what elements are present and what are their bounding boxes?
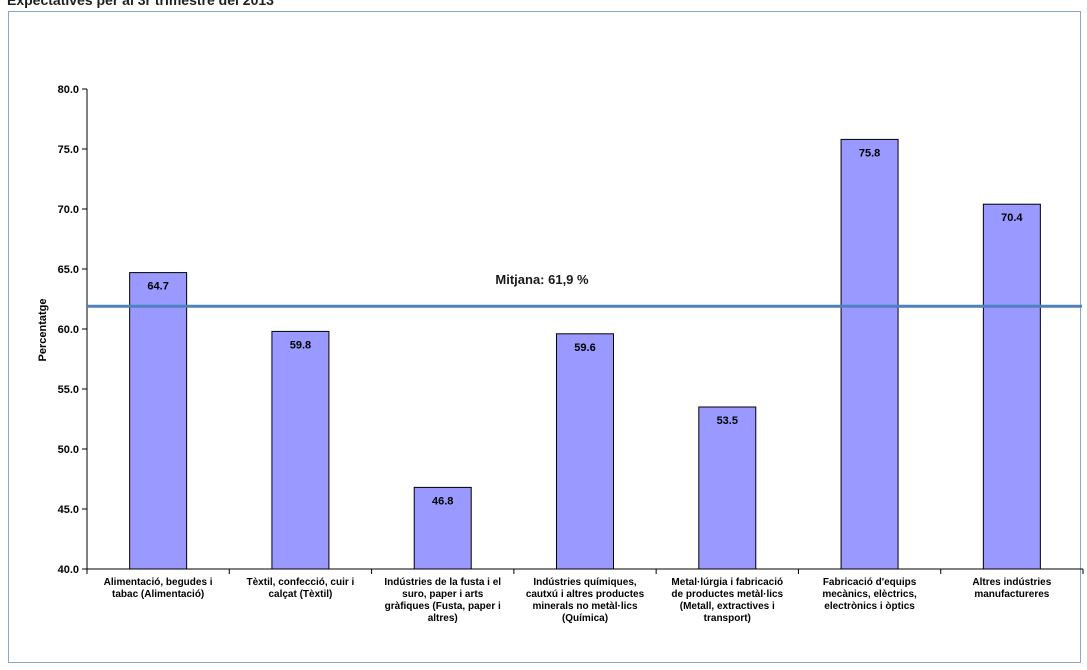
y-tick-label: 40.0: [58, 564, 79, 576]
bar: [129, 272, 188, 570]
y-tick-label: 80.0: [58, 84, 79, 96]
bar: [982, 203, 1041, 570]
bar-value-label: 64.7: [147, 281, 168, 293]
bar: [413, 486, 472, 570]
bar-value-label: 46.8: [432, 495, 453, 507]
x-category-label: Indústries de la fusta i el: [384, 577, 501, 588]
bar-value-label: 53.5: [717, 415, 738, 427]
x-category-label: suro, paper i arts: [402, 589, 484, 600]
y-tick-label: 55.0: [58, 384, 79, 396]
x-category-label: Metal·lúrgia i fabricació: [671, 577, 783, 588]
x-category-label: de productes metàl·lics: [671, 589, 783, 600]
x-category-label: gràfiques (Fusta, paper i: [385, 601, 501, 612]
x-category-label: electrònics i òptics: [824, 601, 915, 612]
x-category-label: Altres indústries: [972, 577, 1051, 588]
x-category-label: (Metall, extractives i: [680, 601, 775, 612]
average-label: Mitjana: 61,9 %: [495, 272, 589, 287]
x-category-label: manufactureres: [974, 589, 1049, 600]
x-category-label: Tèxtil, confecció, cuir i: [247, 577, 355, 588]
x-category-label: transport): [704, 613, 751, 624]
label-layer: 64.7 59.8 46.8 59.6 53.5 75.8 70.4: [147, 147, 1023, 507]
x-category-label: calçat (Tèxtil): [268, 589, 332, 600]
x-category-label: Alimentació, begudes i: [104, 577, 213, 588]
y-tick-label: 65.0: [58, 264, 79, 276]
bar-value-label: 59.6: [574, 342, 595, 354]
x-category-label: (Química): [562, 613, 608, 624]
bar: [840, 138, 899, 570]
bar-value-label: 70.4: [1001, 212, 1023, 224]
bar-value-label: 75.8: [859, 147, 880, 159]
average-layer: Mitjana: 61,9 %: [87, 272, 1082, 308]
bar: [698, 406, 757, 570]
bar: [556, 333, 614, 570]
x-category-label: mecànics, elèctrics,: [822, 589, 917, 600]
y-tick-label: 70.0: [58, 204, 79, 216]
x-category-label: tabac (Alimentació): [112, 589, 204, 600]
page-title: Expectatives per al 3r trimestre del 201…: [7, 0, 274, 8]
y-tick-label: 50.0: [58, 444, 79, 456]
x-category-label: altres): [428, 613, 458, 624]
x-category-label: cautxú i altres productes: [526, 589, 645, 600]
y-tick-label: 60.0: [58, 324, 79, 336]
y-tick-label: 45.0: [58, 504, 79, 516]
y-axis-title: Percentatge: [37, 299, 49, 362]
bar: [271, 330, 330, 570]
y-tick-label: 75.0: [58, 144, 79, 156]
bar-value-label: 59.8: [290, 339, 311, 351]
x-category-label: minerals no metàl·lics: [532, 601, 637, 612]
x-category-label: Indústries químiques,: [533, 577, 637, 588]
x-category-label: Fabricació d'equips: [823, 577, 917, 588]
bar-layer: [129, 138, 1041, 570]
